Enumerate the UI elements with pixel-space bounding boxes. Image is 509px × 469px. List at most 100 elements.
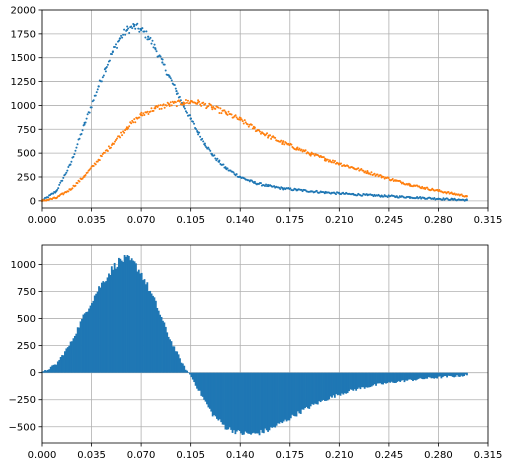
- scatter-point: [295, 149, 297, 151]
- scatter-point: [67, 166, 69, 168]
- scatter-point: [128, 32, 130, 34]
- scatter-point: [61, 180, 63, 182]
- y-tick-label: 1750: [11, 29, 36, 40]
- scatter-point: [335, 193, 337, 195]
- scatter-point: [227, 114, 229, 116]
- scatter-point: [123, 132, 125, 134]
- scatter-point: [131, 27, 133, 29]
- scatter-point: [189, 102, 191, 104]
- scatter-point: [374, 173, 376, 175]
- scatter-point: [279, 188, 281, 190]
- scatter-point: [64, 173, 66, 175]
- scatter-point: [159, 108, 161, 110]
- scatter-point: [186, 102, 188, 104]
- scatter-point: [104, 68, 106, 70]
- scatter-point: [120, 35, 122, 37]
- scatter-point: [200, 105, 202, 107]
- scatter-point: [153, 46, 155, 48]
- scatter-point: [128, 125, 130, 127]
- scatter-point: [87, 172, 89, 174]
- scatter-point: [210, 153, 212, 155]
- scatter-point: [388, 177, 390, 179]
- scatter-point: [158, 105, 160, 107]
- scatter-point: [361, 195, 363, 197]
- scatter-point: [369, 173, 371, 175]
- y-tick-label: 1250: [11, 77, 36, 88]
- scatter-point: [118, 40, 120, 42]
- scatter-point: [260, 182, 262, 184]
- scatter-point: [332, 159, 334, 161]
- scatter-point: [107, 64, 109, 66]
- subplot-2: 0.000 0.035 0.070 0.105 0.140 0.175 0.210 0.245…: [9, 245, 503, 461]
- scatter-point: [220, 112, 222, 114]
- histogram-bar: [186, 371, 188, 373]
- scatter-point: [119, 37, 121, 39]
- scatter-point: [119, 136, 121, 138]
- scatter-point: [98, 86, 100, 88]
- tick-labels: 0.000 0.035 0.070 0.105 0.140 0.175 0.210 0.245…: [11, 6, 503, 227]
- scatter-point: [130, 122, 132, 124]
- scatter-point: [183, 106, 185, 108]
- scatter-point: [57, 187, 59, 189]
- x-tick-label: 0.210: [325, 450, 354, 461]
- scatter-point: [210, 104, 212, 106]
- scatter-point: [166, 105, 168, 107]
- series-1: [41, 23, 468, 202]
- scatter-point: [107, 150, 109, 152]
- scatter-point: [67, 190, 69, 192]
- scatter-point: [282, 140, 284, 142]
- scatter-point: [154, 107, 156, 109]
- x-tick-label: 0.035: [77, 215, 106, 226]
- scatter-point: [235, 114, 237, 116]
- scatter-point: [120, 132, 122, 134]
- scatter-point: [296, 146, 298, 148]
- scatter-point: [365, 172, 367, 174]
- scatter-point: [133, 24, 135, 26]
- scatter-point: [144, 37, 146, 39]
- scatter-point: [109, 60, 111, 62]
- scatter-point: [149, 111, 151, 113]
- scatter-point: [466, 195, 468, 197]
- scatter-point: [198, 132, 200, 134]
- scatter-point: [136, 23, 138, 25]
- scatter-point: [383, 176, 385, 178]
- scatter-point: [244, 119, 246, 121]
- scatter-point: [103, 75, 105, 77]
- scatter-point: [115, 43, 117, 45]
- scatter-point: [218, 160, 220, 162]
- y-tick-label: 750: [17, 287, 36, 298]
- scatter-point: [176, 105, 178, 107]
- scatter-point: [141, 27, 143, 29]
- scatter-point: [126, 25, 128, 27]
- scatter-point: [76, 182, 78, 184]
- axes-frame: [42, 10, 488, 208]
- scatter-point: [93, 99, 95, 101]
- scatter-point: [280, 140, 282, 142]
- scatter-point: [134, 28, 136, 30]
- scatter-point: [165, 70, 167, 72]
- scatter-point: [392, 178, 394, 180]
- scatter-point: [184, 102, 186, 104]
- scatter-point: [171, 104, 173, 106]
- scatter-point: [72, 156, 74, 158]
- scatter-point: [248, 126, 250, 128]
- x-tick-label: 0.315: [474, 450, 503, 461]
- scatter-point: [106, 66, 108, 68]
- scatter-point: [270, 138, 272, 140]
- scatter-point: [163, 103, 165, 105]
- scatter-point: [214, 157, 216, 159]
- scatter-point: [59, 182, 61, 184]
- y-tick-label: 0: [30, 196, 36, 207]
- scatter-point: [141, 114, 143, 116]
- scatter-point: [313, 153, 315, 155]
- scatter-point: [213, 154, 215, 156]
- scatter-point: [334, 160, 336, 162]
- scatter-point: [164, 107, 166, 109]
- x-tick-label: 0.070: [127, 450, 156, 461]
- scatter-point: [254, 181, 256, 183]
- scatter-point: [93, 165, 95, 167]
- scatter-point: [104, 152, 106, 154]
- scatter-point: [175, 88, 177, 90]
- scatter-point: [195, 128, 197, 130]
- scatter-point: [116, 47, 118, 49]
